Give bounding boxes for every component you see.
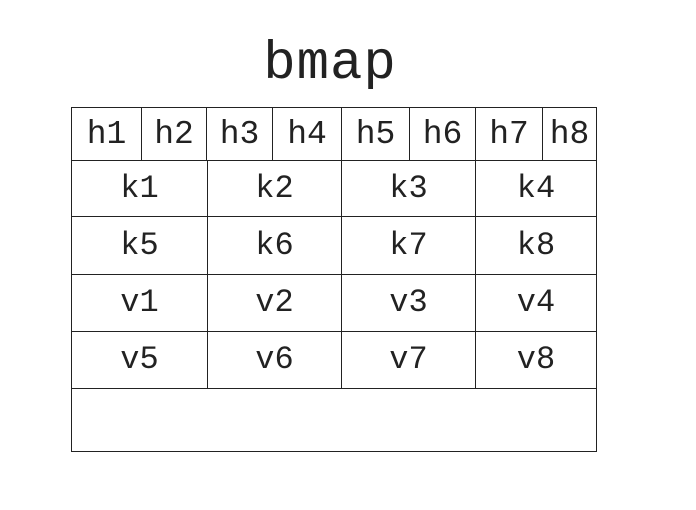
tophash-cell: h4 bbox=[273, 108, 342, 160]
value-cell: v6 bbox=[208, 331, 342, 388]
key-cell: k5 bbox=[72, 217, 208, 274]
diagram-title: bmap bbox=[263, 34, 397, 95]
keys-row: k1 k2 k3 k4 bbox=[72, 160, 596, 217]
tophash-cell: h1 bbox=[72, 108, 142, 160]
values-row: v1 v2 v3 v4 bbox=[72, 274, 596, 331]
value-cell: v3 bbox=[342, 274, 476, 331]
key-cell: k1 bbox=[72, 160, 208, 217]
tophash-cell: h6 bbox=[410, 108, 476, 160]
keys-divider bbox=[72, 216, 596, 217]
key-cell: k7 bbox=[342, 217, 476, 274]
tophash-row: h1 h2 h3 h4 h5 h6 h7 h8 bbox=[72, 108, 596, 161]
value-cell: v5 bbox=[72, 331, 208, 388]
value-cell: v8 bbox=[516, 341, 556, 378]
tophash-cell: h7 bbox=[476, 108, 543, 160]
tophash-cell: h3 bbox=[207, 108, 273, 160]
value-cell: v7 bbox=[342, 331, 476, 388]
tophash-cell: h2 bbox=[142, 108, 207, 160]
key-cell: k8 bbox=[516, 227, 556, 264]
values-divider bbox=[72, 331, 596, 332]
key-cell: k6 bbox=[208, 217, 342, 274]
value-cell: v4 bbox=[516, 284, 556, 321]
key-cell: k4 bbox=[516, 170, 556, 207]
tophash-cell: h5 bbox=[342, 108, 410, 160]
value-cell: v2 bbox=[208, 274, 342, 331]
keys-row: k5 k6 k7 k8 bbox=[72, 217, 596, 275]
overflow-area bbox=[72, 389, 596, 451]
values-row: v5 v6 v7 v8 bbox=[72, 331, 596, 389]
key-cell: k3 bbox=[342, 160, 476, 217]
tophash-cell: h8 bbox=[549, 115, 590, 153]
bucket-diagram: h1 h2 h3 h4 h5 h6 h7 h8 k1 k2 k3 k4 k5 k… bbox=[71, 107, 597, 452]
value-cell: v1 bbox=[72, 274, 208, 331]
key-cell: k2 bbox=[208, 160, 342, 217]
